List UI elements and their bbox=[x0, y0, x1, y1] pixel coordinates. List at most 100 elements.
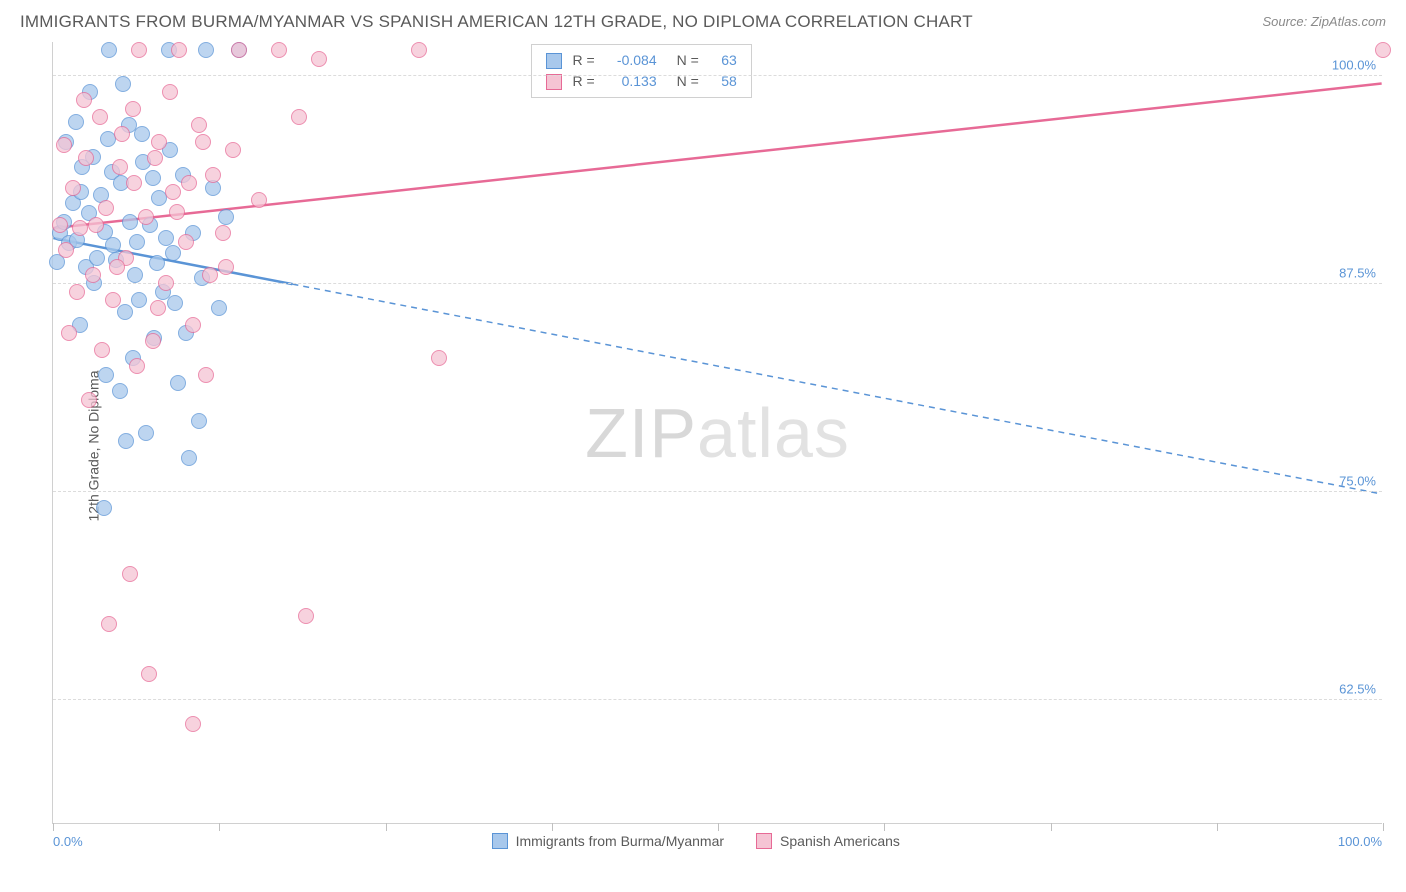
scatter-point bbox=[134, 126, 150, 142]
legend-series-item: Spanish Americans bbox=[756, 833, 900, 849]
scatter-point bbox=[98, 367, 114, 383]
scatter-point bbox=[147, 150, 163, 166]
scatter-point bbox=[92, 109, 108, 125]
x-axis-min-label: 0.0% bbox=[53, 834, 83, 849]
scatter-point bbox=[101, 42, 117, 58]
gridline bbox=[53, 75, 1382, 76]
legend-r-value: -0.084 bbox=[605, 50, 657, 71]
gridline bbox=[53, 283, 1382, 284]
scatter-point bbox=[89, 250, 105, 266]
scatter-point bbox=[211, 300, 227, 316]
y-tick-label: 100.0% bbox=[1332, 58, 1376, 73]
scatter-point bbox=[431, 350, 447, 366]
y-tick-label: 62.5% bbox=[1339, 682, 1376, 697]
legend-series-label: Immigrants from Burma/Myanmar bbox=[516, 833, 724, 849]
scatter-point bbox=[109, 259, 125, 275]
scatter-point bbox=[69, 284, 85, 300]
y-tick-label: 75.0% bbox=[1339, 474, 1376, 489]
x-tick bbox=[53, 823, 54, 831]
scatter-point bbox=[100, 131, 116, 147]
legend-r-label: R = bbox=[572, 50, 594, 71]
scatter-point bbox=[205, 167, 221, 183]
gridline bbox=[53, 699, 1382, 700]
x-tick bbox=[884, 823, 885, 831]
legend-series-item: Immigrants from Burma/Myanmar bbox=[492, 833, 724, 849]
scatter-point bbox=[129, 234, 145, 250]
scatter-point bbox=[215, 225, 231, 241]
source-label: Source: ZipAtlas.com bbox=[1262, 14, 1386, 29]
scatter-point bbox=[68, 114, 84, 130]
scatter-point bbox=[61, 325, 77, 341]
scatter-point bbox=[65, 180, 81, 196]
scatter-point bbox=[101, 616, 117, 632]
watermark: ZIPatlas bbox=[585, 393, 850, 473]
scatter-point bbox=[88, 217, 104, 233]
scatter-point bbox=[291, 109, 307, 125]
chart-container: IMMIGRANTS FROM BURMA/MYANMAR VS SPANISH… bbox=[0, 0, 1406, 892]
x-tick bbox=[552, 823, 553, 831]
scatter-point bbox=[105, 237, 121, 253]
scatter-point bbox=[122, 214, 138, 230]
scatter-point bbox=[96, 500, 112, 516]
scatter-point bbox=[126, 175, 142, 191]
scatter-point bbox=[231, 42, 247, 58]
scatter-point bbox=[76, 92, 92, 108]
scatter-point bbox=[117, 304, 133, 320]
scatter-point bbox=[115, 76, 131, 92]
scatter-point bbox=[112, 383, 128, 399]
scatter-point bbox=[58, 242, 74, 258]
scatter-point bbox=[411, 42, 427, 58]
scatter-point bbox=[181, 175, 197, 191]
scatter-point bbox=[129, 358, 145, 374]
scatter-point bbox=[131, 42, 147, 58]
scatter-point bbox=[112, 159, 128, 175]
scatter-point bbox=[218, 209, 234, 225]
scatter-point bbox=[158, 230, 174, 246]
legend-swatch bbox=[492, 833, 508, 849]
gridline bbox=[53, 491, 1382, 492]
scatter-point bbox=[127, 267, 143, 283]
plot-area: ZIPatlas R =-0.084N =63R =0.133N =58 Imm… bbox=[52, 42, 1382, 824]
scatter-point bbox=[169, 204, 185, 220]
scatter-point bbox=[202, 267, 218, 283]
y-tick-label: 87.5% bbox=[1339, 266, 1376, 281]
scatter-point bbox=[131, 292, 147, 308]
scatter-point bbox=[311, 51, 327, 67]
legend-correlation: R =-0.084N =63R =0.133N =58 bbox=[531, 44, 751, 98]
scatter-point bbox=[151, 134, 167, 150]
scatter-point bbox=[165, 184, 181, 200]
scatter-point bbox=[141, 666, 157, 682]
legend-swatch bbox=[756, 833, 772, 849]
legend-n-value: 58 bbox=[709, 71, 737, 92]
scatter-point bbox=[165, 245, 181, 261]
scatter-point bbox=[178, 234, 194, 250]
scatter-point bbox=[170, 375, 186, 391]
scatter-point bbox=[118, 433, 134, 449]
scatter-point bbox=[251, 192, 267, 208]
scatter-point bbox=[149, 255, 165, 271]
legend-n-value: 63 bbox=[709, 50, 737, 71]
scatter-point bbox=[138, 209, 154, 225]
x-tick bbox=[718, 823, 719, 831]
scatter-point bbox=[105, 292, 121, 308]
legend-row: R =-0.084N =63 bbox=[546, 50, 736, 71]
scatter-point bbox=[185, 716, 201, 732]
scatter-point bbox=[181, 450, 197, 466]
scatter-point bbox=[225, 142, 241, 158]
legend-series-label: Spanish Americans bbox=[780, 833, 900, 849]
scatter-point bbox=[162, 84, 178, 100]
x-tick bbox=[219, 823, 220, 831]
scatter-point bbox=[150, 300, 166, 316]
trendlines-svg bbox=[53, 42, 1382, 823]
scatter-point bbox=[94, 342, 110, 358]
legend-row: R =0.133N =58 bbox=[546, 71, 736, 92]
scatter-point bbox=[271, 42, 287, 58]
scatter-point bbox=[198, 42, 214, 58]
scatter-point bbox=[145, 170, 161, 186]
scatter-point bbox=[85, 267, 101, 283]
scatter-point bbox=[78, 150, 94, 166]
x-axis-max-label: 100.0% bbox=[1338, 834, 1382, 849]
scatter-point bbox=[145, 333, 161, 349]
scatter-point bbox=[218, 259, 234, 275]
x-tick bbox=[1217, 823, 1218, 831]
